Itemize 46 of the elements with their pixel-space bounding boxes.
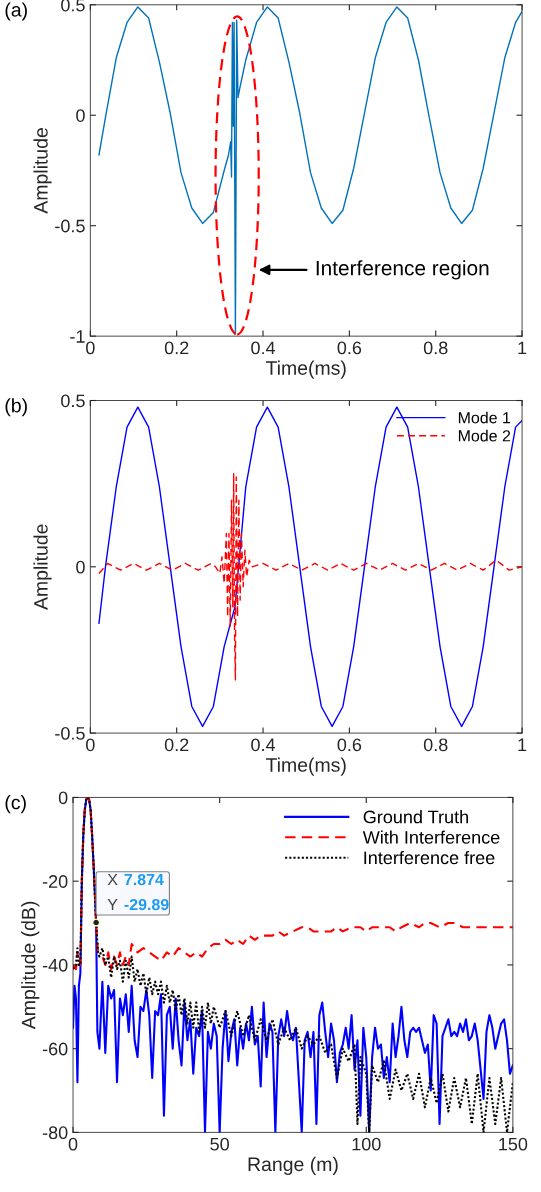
x-tick-label: 0.8 [423,738,448,752]
x-tick-label: 0.6 [337,738,362,752]
x-tick-label: 1 [518,738,527,752]
y-tick-label: 0 [76,560,85,574]
y-tick-label: -1 [70,330,85,343]
annotation: X 7.874 [107,873,164,886]
x-axis-title: Time(ms) [265,757,346,776]
legend-label: Mode 1 [458,411,511,424]
y-tick-label: -0.5 [55,727,85,740]
chart-title: (a) [5,2,27,21]
y-tick-label: -0.5 [55,219,85,233]
x-tick-label: 0.2 [164,341,189,355]
y-tick-label: -60 [42,1042,68,1056]
legend-label: Interference free [364,850,495,865]
x-axis-title: Time(ms) [265,360,346,379]
x-tick-label: 0 [86,341,95,355]
legend-label: Mode 2 [458,429,511,442]
chart-title: (b) [5,398,27,417]
x-tick-label: 100 [352,1137,381,1151]
y-axis-title: Amplitude [33,128,52,214]
x-tick-label: 150 [499,1137,528,1151]
annotation: Y -29.89 [107,898,169,911]
line-series [98,406,523,728]
line-series [98,472,523,681]
chart-title: (c) [5,795,26,814]
x-tick-label: 50 [210,1137,229,1151]
line-series [73,797,513,1133]
x-tick-label: 1 [518,341,527,355]
x-tick-label: 0.4 [251,341,276,355]
x-tick-label: 0.8 [423,341,448,355]
x-tick-label: 0.4 [251,738,276,752]
x-tick-label: 0.6 [337,341,362,355]
annotation: Interference region [316,260,489,280]
y-axis-title: Amplitude [33,524,52,610]
y-tick-label: -80 [42,1126,68,1140]
legend-label: Ground Truth [363,810,468,824]
y-tick-label: 0.5 [61,394,85,408]
y-axis-title: Amplitude (dB) [21,901,40,1030]
x-tick-label: 0 [86,738,95,752]
legend-label: With Interference [362,830,500,844]
x-tick-label: 0.2 [164,738,189,752]
y-tick-label: -20 [42,875,68,888]
x-axis-title: Range (m) [248,1156,338,1175]
y-tick-label: -40 [42,958,68,972]
y-tick-label: 0 [76,109,85,122]
y-tick-label: 0 [58,791,68,805]
